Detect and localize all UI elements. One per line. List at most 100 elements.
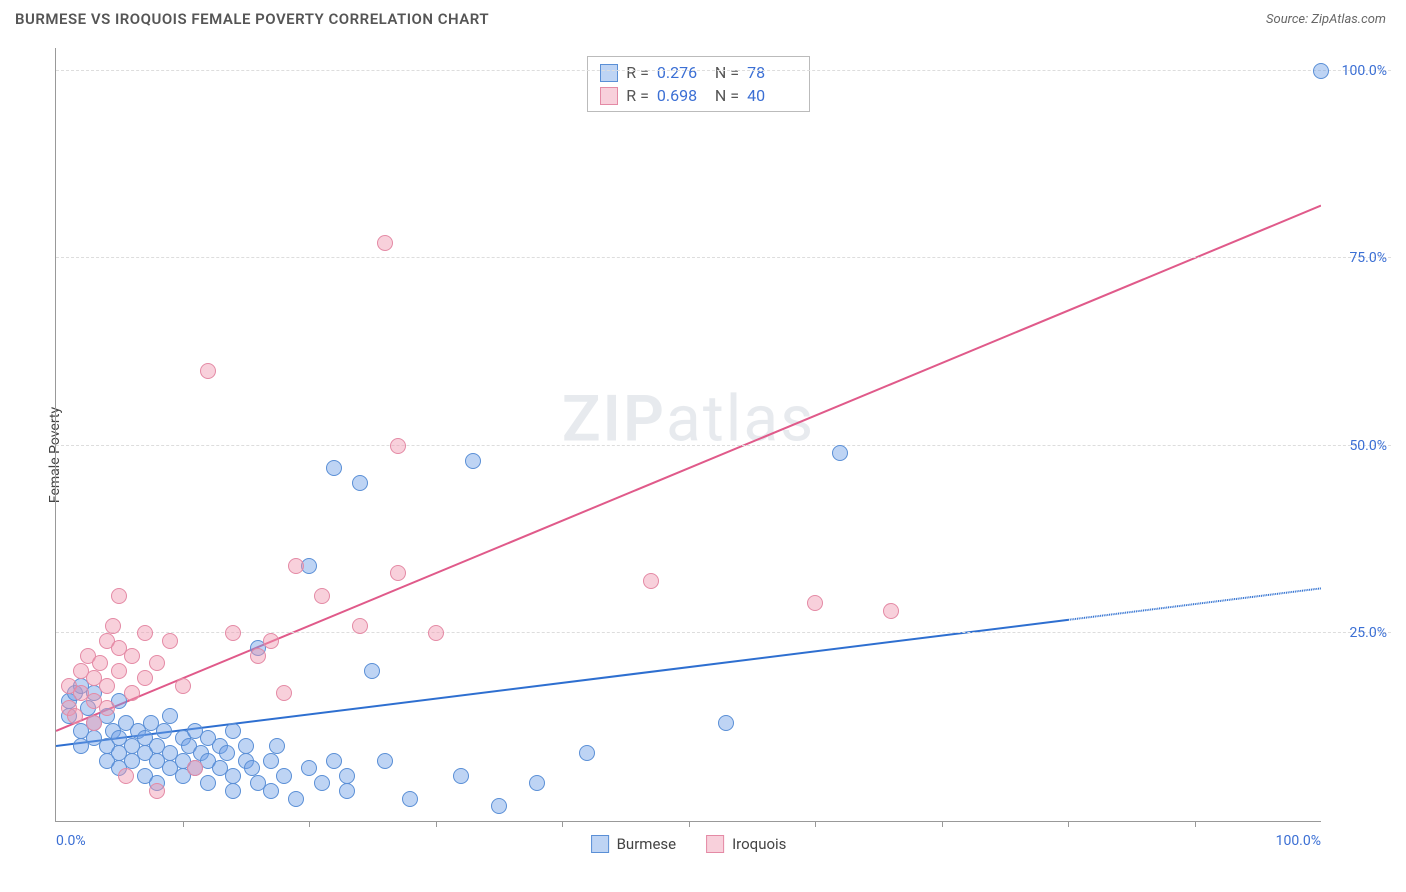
- stat-r-label: R =: [626, 86, 649, 105]
- stats-row-iroquois: R = 0.698 N = 40: [600, 84, 797, 107]
- scatter-point-iroquois: [86, 715, 102, 731]
- scatter-point-burmese: [402, 791, 418, 807]
- scatter-point-burmese: [352, 475, 368, 491]
- scatter-point-iroquois: [200, 363, 216, 379]
- stats-row-burmese: R = 0.276 N = 78: [600, 61, 797, 84]
- scatter-point-burmese: [491, 798, 507, 814]
- scatter-point-burmese: [718, 715, 734, 731]
- scatter-point-burmese: [1313, 63, 1329, 79]
- scatter-point-burmese: [244, 760, 260, 776]
- x-tick-mark: [689, 821, 690, 827]
- scatter-point-burmese: [269, 738, 285, 754]
- scatter-point-burmese: [156, 723, 172, 739]
- gridline: [56, 257, 1391, 258]
- scatter-point-iroquois: [390, 438, 406, 454]
- swatch-burmese: [600, 64, 618, 82]
- scatter-point-iroquois: [162, 633, 178, 649]
- scatter-point-iroquois: [92, 655, 108, 671]
- x-tick-mark: [562, 821, 563, 827]
- scatter-point-burmese: [225, 723, 241, 739]
- scatter-point-burmese: [225, 768, 241, 784]
- x-tick-mark: [309, 821, 310, 827]
- legend-label: Burmese: [617, 835, 677, 853]
- scatter-point-iroquois: [883, 603, 899, 619]
- y-tick-label: 75.0%: [1349, 250, 1387, 266]
- scatter-point-iroquois: [352, 618, 368, 634]
- scatter-point-iroquois: [276, 685, 292, 701]
- scatter-point-iroquois: [263, 633, 279, 649]
- scatter-point-burmese: [301, 760, 317, 776]
- source-label: Source: ZipAtlas.com: [1266, 12, 1386, 27]
- stat-r-value: 0.276: [657, 63, 707, 82]
- scatter-point-burmese: [314, 775, 330, 791]
- scatter-point-burmese: [200, 775, 216, 791]
- y-tick-label: 25.0%: [1349, 625, 1387, 641]
- scatter-point-burmese: [276, 768, 292, 784]
- chart-title: BURMESE VS IROQUOIS FEMALE POVERTY CORRE…: [15, 10, 489, 28]
- scatter-point-burmese: [339, 768, 355, 784]
- x-tick-label: 0.0%: [56, 833, 86, 849]
- scatter-point-iroquois: [99, 700, 115, 716]
- stat-n-value: 78: [747, 63, 797, 82]
- scatter-point-iroquois: [314, 588, 330, 604]
- gridline: [56, 445, 1391, 446]
- scatter-point-burmese: [453, 768, 469, 784]
- scatter-point-iroquois: [149, 783, 165, 799]
- scatter-point-iroquois: [175, 678, 191, 694]
- scatter-point-iroquois: [187, 760, 203, 776]
- y-tick-label: 100.0%: [1342, 63, 1387, 79]
- gridline: [56, 70, 1391, 71]
- x-tick-label: 100.0%: [1276, 833, 1321, 849]
- scatter-point-burmese: [162, 708, 178, 724]
- scatter-point-burmese: [364, 663, 380, 679]
- scatter-point-iroquois: [390, 565, 406, 581]
- scatter-point-iroquois: [99, 678, 115, 694]
- stats-legend-box: R = 0.276 N = 78 R = 0.698 N = 40: [587, 56, 810, 112]
- scatter-point-burmese: [339, 783, 355, 799]
- swatch-burmese: [591, 835, 609, 853]
- scatter-point-burmese: [326, 460, 342, 476]
- scatter-point-burmese: [832, 445, 848, 461]
- x-tick-mark: [815, 821, 816, 827]
- stat-n-value: 40: [747, 86, 797, 105]
- legend-item-iroquois: Iroquois: [706, 835, 786, 853]
- stat-n-label: N =: [715, 63, 739, 82]
- scatter-point-iroquois: [137, 670, 153, 686]
- scatter-point-burmese: [219, 745, 235, 761]
- scatter-point-iroquois: [124, 685, 140, 701]
- scatter-point-iroquois: [137, 625, 153, 641]
- scatter-point-burmese: [529, 775, 545, 791]
- scatter-point-burmese: [579, 745, 595, 761]
- legend-label: Iroquois: [732, 835, 786, 853]
- stat-n-label: N =: [715, 86, 739, 105]
- scatter-point-iroquois: [807, 595, 823, 611]
- chart-container: Female Poverty ZIPatlas R =0.276N =78R =…: [15, 38, 1391, 872]
- scatter-point-burmese: [263, 783, 279, 799]
- scatter-point-iroquois: [288, 558, 304, 574]
- stat-r-value: 0.698: [657, 86, 707, 105]
- scatter-point-iroquois: [377, 235, 393, 251]
- gridline: [56, 632, 1391, 633]
- scatter-point-burmese: [288, 791, 304, 807]
- y-tick-label: 50.0%: [1349, 438, 1387, 454]
- scatter-point-iroquois: [111, 663, 127, 679]
- scatter-point-iroquois: [105, 618, 121, 634]
- series-legend: Burmese Iroquois: [591, 835, 787, 853]
- scatter-point-iroquois: [118, 768, 134, 784]
- x-tick-mark: [436, 821, 437, 827]
- scatter-point-burmese: [225, 783, 241, 799]
- scatter-point-iroquois: [67, 708, 83, 724]
- x-tick-mark: [942, 821, 943, 827]
- scatter-point-iroquois: [111, 588, 127, 604]
- scatter-point-burmese: [377, 753, 393, 769]
- scatter-point-iroquois: [225, 625, 241, 641]
- stat-r-label: R =: [626, 63, 649, 82]
- swatch-iroquois: [600, 87, 618, 105]
- scatter-point-burmese: [263, 753, 279, 769]
- scatter-point-iroquois: [643, 573, 659, 589]
- scatter-point-burmese: [326, 753, 342, 769]
- scatter-point-iroquois: [149, 655, 165, 671]
- scatter-point-burmese: [238, 738, 254, 754]
- plot-area: ZIPatlas R =0.276N =78R =0.698N =40 Burm…: [55, 48, 1321, 822]
- scatter-point-iroquois: [250, 648, 266, 664]
